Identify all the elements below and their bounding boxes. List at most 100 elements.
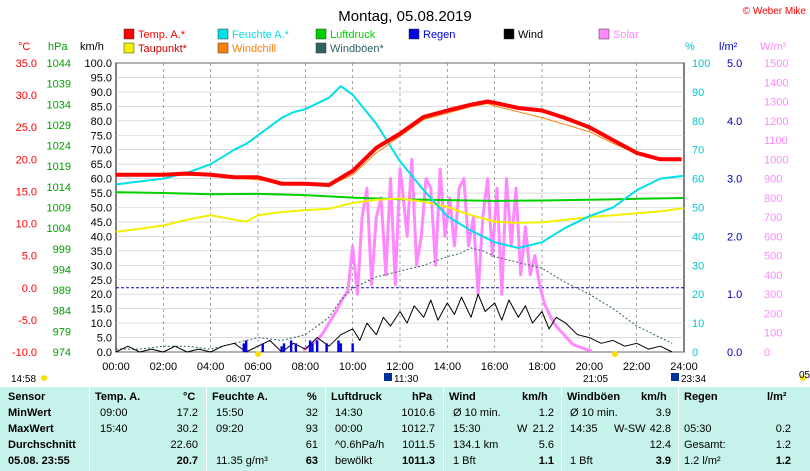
solar-unit: W/m² <box>760 41 787 53</box>
humidity-tick-label: 10 <box>692 318 704 330</box>
table-cell-temp-val: 22.60 <box>170 439 198 451</box>
table-cell-gust-a: 1 Bft <box>570 455 593 467</box>
table-cell-hum-val: 93 <box>305 423 318 435</box>
legend-swatch <box>123 42 135 54</box>
sunrise-time: 06:07 <box>226 374 251 385</box>
table-cell-press-time: 14:30 <box>335 407 363 419</box>
legend-item: Temp. A.* <box>138 29 186 41</box>
solar-tick-label: 300 <box>764 289 782 301</box>
temp-tick-label: 5.0 <box>22 251 37 263</box>
wind-tick-label: 85.0 <box>91 101 112 113</box>
column-divider <box>206 387 207 471</box>
rain-bar <box>244 340 248 352</box>
pressure-tick-label: 974 <box>53 347 71 359</box>
humidity-tick-label: 50 <box>692 203 704 215</box>
table-cell-press-val: 1011.3 <box>401 455 435 467</box>
legend-item: Taupunkt* <box>138 43 188 55</box>
rain-tick-label: 3.0 <box>727 174 742 186</box>
legend-item: Regen <box>423 29 455 41</box>
rain-bar <box>351 343 354 352</box>
legend-swatch <box>408 28 420 40</box>
rain-bar <box>242 343 245 352</box>
temp-tick-label: -10.0 <box>12 347 37 359</box>
x-tick-label: 06:00 <box>244 361 272 373</box>
pressure-tick-label: 1029 <box>47 120 71 132</box>
humidity-tick-label: 40 <box>692 231 704 243</box>
rain-bar <box>282 343 286 352</box>
table-row: Durchschnitt 22.60 61 ^0.6hPa/h 1011.5 134.1 … <box>0 437 810 453</box>
pressure-tick-label: 994 <box>53 264 71 276</box>
solar-tick-label: 400 <box>764 270 782 282</box>
x-tick-label: 08:00 <box>292 361 320 373</box>
rain-bar <box>337 340 340 352</box>
x-tick-label: 10:00 <box>339 361 367 373</box>
wind-tick-label: 20.0 <box>91 289 112 301</box>
x-tick-label: 20:00 <box>576 361 604 373</box>
table-cell-temp-val: 30.2 <box>176 423 198 435</box>
rain-bar <box>294 343 298 352</box>
rain-bar <box>315 340 319 352</box>
table-cell-press-val: 1012.7 <box>401 423 435 435</box>
table-cell-gust-a: Ø 10 min. <box>570 407 618 419</box>
end-marker-icon <box>671 373 679 381</box>
table-cell-hum-val: 61 <box>305 439 318 451</box>
humidity-tick-label: 30 <box>692 260 704 272</box>
header-press: Luftdruck <box>331 391 382 403</box>
pressure-tick-label: 1014 <box>47 182 71 194</box>
rain-tick-label: 4.0 <box>727 116 742 128</box>
temp-tick-label: 30.0 <box>16 90 37 102</box>
column-divider <box>678 387 679 471</box>
wind-tick-label: 75.0 <box>91 130 112 142</box>
wind-tick-label: 100.0 <box>84 58 112 70</box>
pressure-tick-label: 999 <box>53 244 71 256</box>
pressure-tick-label: 1044 <box>47 58 71 70</box>
sun-icon <box>612 351 618 357</box>
right-edge-value: 05 <box>799 370 810 381</box>
x-tick-label: 02:00 <box>150 361 178 373</box>
solar-tick-label: 700 <box>764 212 782 224</box>
table-cell-rain-val: 1.2 <box>775 455 791 467</box>
header-sensor: Sensor <box>8 391 46 403</box>
wind-tick-label: 70.0 <box>91 145 112 157</box>
wind-tick-label: 25.0 <box>91 275 112 287</box>
table-cell-wind-a: 1 Bft <box>453 455 476 467</box>
wind-tick-label: 0.0 <box>97 347 112 359</box>
noon-time: 11:30 <box>394 374 419 385</box>
solar-tick-label: 200 <box>764 308 782 320</box>
sun-icon <box>800 375 806 381</box>
table-cell-temp-time: 15:40 <box>100 423 128 435</box>
rain-tick-label: 2.0 <box>727 231 742 243</box>
header-rain: Regen <box>684 391 718 403</box>
wind-tick-label: 15.0 <box>91 304 112 316</box>
wind-tick-label: 95.0 <box>91 72 112 84</box>
series-line-windb-en <box>116 247 673 350</box>
pressure-tick-label: 1009 <box>47 203 71 215</box>
humidity-tick-label: 70 <box>692 145 704 157</box>
solar-tick-label: 100 <box>764 328 782 340</box>
solar-tick-label: 1200 <box>764 116 788 128</box>
wind-tick-label: 40.0 <box>91 231 112 243</box>
wind-tick-label: 10.0 <box>91 318 112 330</box>
legend-swatch <box>217 28 229 40</box>
table-cell-press-time: bewölkt <box>335 455 373 467</box>
humidity-tick-label: 20 <box>692 289 704 301</box>
header-press-unit: hPa <box>412 391 433 403</box>
pressure-tick-label: 979 <box>53 326 71 338</box>
temp-tick-label: 0.0 <box>22 283 37 295</box>
table-cell-rain-a: 1.2 l/m² <box>684 455 721 467</box>
temp-tick-label: 20.0 <box>16 154 37 166</box>
legend-swatch <box>123 28 135 40</box>
table-cell-rain-val: 0.2 <box>775 423 791 435</box>
rain-bar <box>289 340 293 352</box>
table-cell-wind-val: 1.2 <box>538 407 554 419</box>
chart-title: Montag, 05.08.2019 <box>338 8 471 25</box>
rain-tick-label: 5.0 <box>727 58 742 70</box>
solar-tick-label: 1000 <box>764 154 788 166</box>
table-cell-temp-val: 17.2 <box>176 407 198 419</box>
temp-unit: °C <box>18 41 30 53</box>
table-cell-label: MinWert <box>8 407 52 419</box>
legend-item: Solar <box>613 29 639 41</box>
weather-chart-area: Montag, 05.08.2019 © Weber Mike Temp. A.* F… <box>11 6 810 385</box>
solar-tick-label: 600 <box>764 231 782 243</box>
sun-icon <box>255 351 261 357</box>
